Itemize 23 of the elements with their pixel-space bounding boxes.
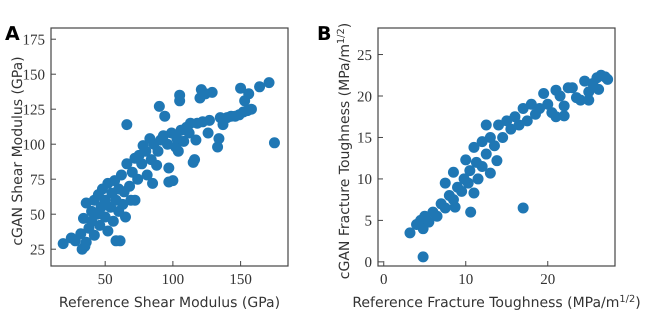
y-tick-label: 15	[357, 130, 372, 147]
chart-title: B	[317, 23, 332, 45]
x-tick-label: 100	[162, 272, 184, 288]
y-tick-label: 5	[364, 214, 372, 230]
x-tick-label: 0	[380, 272, 388, 288]
y-tick-label: 20	[357, 89, 372, 106]
y-tick-label: 125	[22, 102, 45, 118]
chart-title: A	[5, 23, 20, 45]
x-tick-label: 50	[98, 272, 113, 288]
x-axis-title: Reference Fracture Toughness (MPa/m$^{1/2}$)	[352, 294, 641, 311]
y-tick-label: 25	[357, 48, 372, 64]
y-tick-label: 100	[22, 137, 45, 154]
x-axis-title: Reference Shear Modulus (GPa)	[58, 295, 280, 311]
y-tick-label: 50	[30, 207, 45, 224]
x-tick-label: 20	[540, 272, 556, 288]
y-tick-label: 0	[364, 255, 372, 272]
y-tick-label: 75	[30, 172, 45, 188]
x-tick-label: 10	[458, 272, 474, 288]
y-tick-label: 10	[357, 172, 372, 188]
y-tick-label: 25	[30, 242, 45, 258]
x-tick-label: 150	[229, 272, 252, 288]
y-tick-label: 175	[22, 32, 45, 48]
y-tick-label: 150	[22, 67, 45, 84]
